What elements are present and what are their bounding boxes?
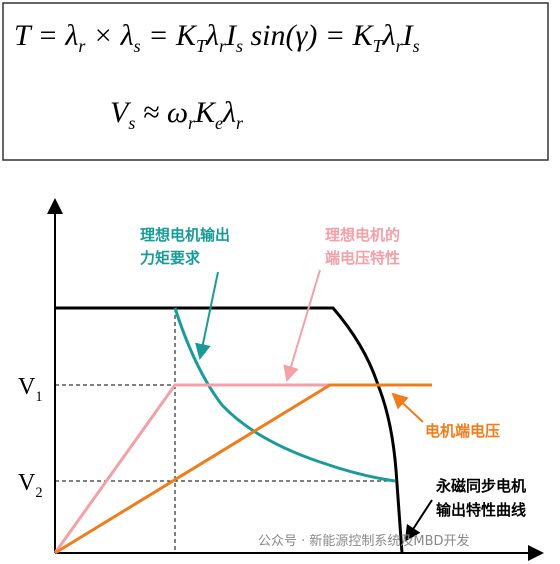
formula-part: λ	[222, 96, 236, 129]
axis-label: V2	[18, 470, 43, 501]
formula-part: =	[317, 19, 352, 52]
formula-part: ×	[85, 19, 120, 52]
formula-part: λ	[120, 19, 134, 52]
formula-part: V	[18, 374, 36, 400]
chart	[47, 198, 544, 561]
formula-part: λ	[382, 19, 396, 52]
formula-part: λ	[64, 19, 78, 52]
ideal-voltage-curve	[53, 383, 400, 554]
formula-part: s	[413, 36, 420, 56]
arrow	[195, 271, 219, 360]
annotations: 理想电机输出 力矩要求 理想电机的 端电压特性 电机端电压 永磁同步电机 输出特…	[140, 226, 526, 519]
arrow	[404, 499, 433, 542]
axis-label: V1	[18, 374, 43, 405]
annotation: 电机端电压	[425, 422, 500, 440]
formula-part: I	[225, 19, 238, 52]
annotation: 端电压特性	[325, 249, 400, 267]
formula: T = λr × λs = KTλrIs sin(γ) = KTλrIs	[14, 19, 420, 56]
annotation: 力矩要求	[140, 249, 201, 267]
formula-part: V	[18, 470, 36, 496]
watermark: 公众号 · 新能源控制系统及MBD开发	[258, 533, 470, 549]
arrow	[391, 392, 424, 423]
formula-part: V	[110, 96, 132, 129]
pmsm-curve	[55, 306, 404, 554]
formula-part: K	[175, 19, 198, 52]
formula-part: e	[215, 113, 223, 133]
annotation: 输出特性曲线	[436, 501, 526, 519]
formula-part: r	[236, 113, 244, 133]
annotation: 理想电机的	[325, 226, 400, 244]
formula-part: 1	[35, 389, 42, 405]
formula-part: K	[194, 96, 217, 129]
formula-part: 2	[35, 485, 42, 501]
formula-part: ω	[167, 96, 188, 129]
formula-part: =	[141, 19, 176, 52]
formula-part: T	[196, 36, 208, 56]
formula-part: s	[128, 113, 135, 133]
terminal-voltage-curve	[54, 383, 432, 555]
formula: Vs ≈ ωrKeλr	[110, 96, 244, 133]
formula-part: r	[219, 36, 227, 56]
formula-part: ≈	[135, 96, 166, 129]
formula-part: I	[402, 19, 415, 52]
formula-part: s	[236, 36, 243, 56]
annotation: 永磁同步电机	[435, 477, 526, 495]
formula-part: =	[30, 19, 65, 52]
formula-part: T	[14, 19, 33, 52]
annotation: 理想电机输出	[140, 226, 230, 244]
formula-part: s	[134, 36, 141, 56]
formula-part: r	[396, 36, 404, 56]
formula-part: r	[78, 36, 86, 56]
guides	[55, 308, 396, 553]
arrow	[283, 269, 321, 382]
formula-box	[2, 2, 549, 161]
formula-part: sin(γ)	[243, 19, 317, 52]
torque-curve	[173, 307, 396, 483]
formula-part: λ	[205, 19, 219, 52]
formula-part: K	[352, 19, 375, 52]
formula-part: r	[188, 113, 196, 133]
formula-part: T	[373, 36, 385, 56]
